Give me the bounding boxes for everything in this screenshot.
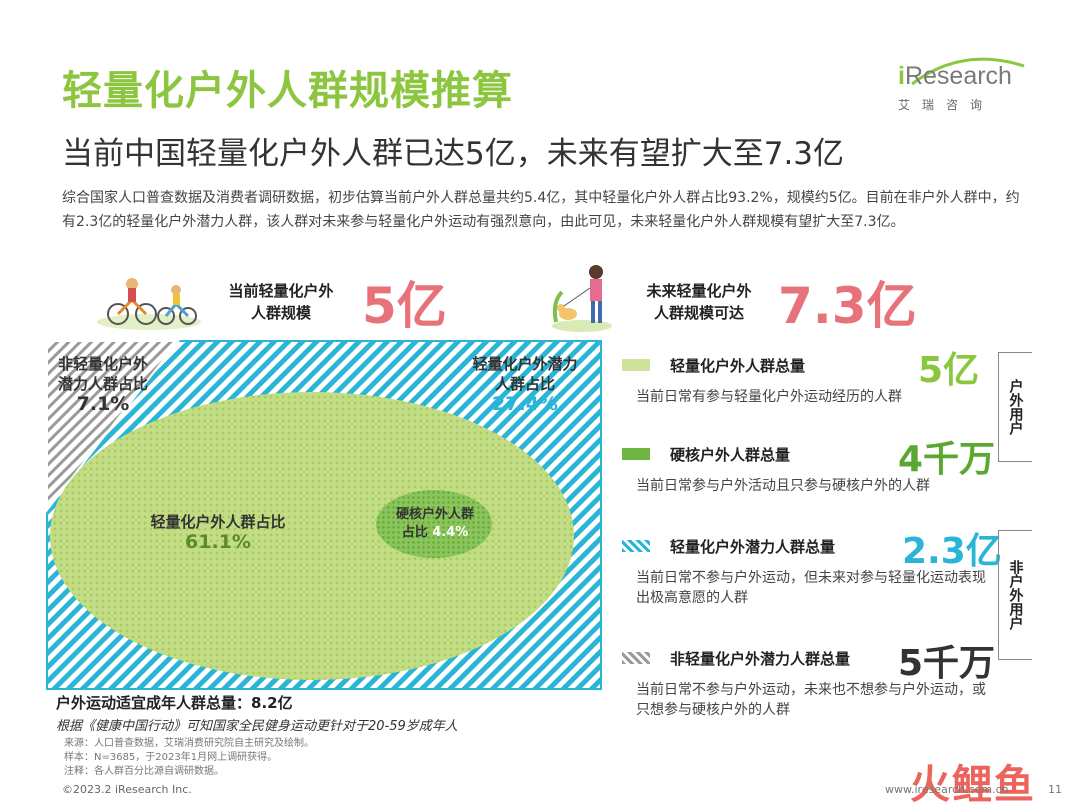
- iresearch-logo: iResearch 艾瑞咨询: [892, 57, 1032, 120]
- chart-svg: [46, 340, 602, 690]
- non-potential-label: 非轻量化户外 潜力人群占比 7.1%: [57, 355, 148, 415]
- logo-swoosh-icon: [911, 57, 1025, 86]
- legend-item-light-outdoor: 轻量化户外人群总量 5亿 当前日常有参与轻量化户外运动经历的人群: [622, 350, 994, 425]
- dog-walker-icon: [552, 265, 612, 332]
- non-outdoor-users-tag: 非户外用户: [998, 530, 1032, 660]
- website-link[interactable]: www.iresearch.com.cn: [885, 783, 1009, 796]
- description-paragraph: 综合国家人口普查数据及消费者调研数据，初步估算当前户外人群总量共约5.4亿，其中…: [62, 190, 1020, 230]
- future-scale-label: 未来轻量化户外 人群规模可达: [646, 282, 752, 322]
- light-outdoor-label: 轻量化户外人群占比 61.1%: [150, 513, 286, 553]
- logo-text: iResearch: [898, 62, 1012, 90]
- total-population-label: 户外运动适宜成年人群总量：8.2亿: [56, 694, 293, 712]
- legend-swatch: [622, 652, 650, 664]
- hardcore-outdoor-label: 硬核户外人群 占比 4.4%: [395, 507, 474, 540]
- cycling-family-icon: [97, 278, 201, 330]
- current-scale-label: 当前轻量化户外 人群规模: [228, 282, 334, 322]
- page-title: 轻量化户外人群规模推算: [62, 68, 513, 114]
- legend-item-potential: 轻量化户外潜力人群总量 2.3亿 当前日常不参与户外运动，但未来对参与轻量化运动…: [622, 531, 1002, 616]
- current-scale-value: 5亿: [362, 277, 447, 335]
- page-number: 11: [1048, 783, 1062, 796]
- chart-note: 根据《健康中国行动》可知国家全民健身运动更针对于20-59岁成年人: [56, 719, 458, 734]
- non-potential-area: [46, 340, 181, 513]
- future-scale-value: 7.3亿: [778, 277, 917, 335]
- legend-item-hardcore: 硬核户外人群总量 4千万 当前日常参与户外活动且只参与硬核户外的人群: [622, 439, 995, 514]
- potential-label: 轻量化户外潜力 人群占比 27.4%: [472, 355, 578, 415]
- legend-item-non-potential: 非轻量化户外潜力人群总量 5千万 当前日常不参与户外运动，未来也不想参与户外运动…: [622, 643, 995, 728]
- outdoor-users-tag: 户外用户: [998, 352, 1032, 462]
- legend-swatch: [622, 359, 650, 371]
- watermark-logo: 火鲤鱼: [910, 762, 1036, 808]
- hardcore-outdoor-area: [376, 490, 492, 558]
- legend-swatch: [622, 540, 650, 552]
- light-outdoor-area: [50, 392, 574, 680]
- copyright: ©2023.2 iResearch Inc.: [62, 783, 192, 796]
- logo-subtext: 艾瑞咨询: [898, 98, 995, 112]
- legend-swatch: [622, 448, 650, 460]
- page-subtitle: 当前中国轻量化户外人群已达5亿，未来有望扩大至7.3亿: [62, 136, 845, 172]
- source-notes: 来源：人口普查数据，艾瑞消费研究院自主研究及绘制。 样本：N=3685，于202…: [64, 738, 314, 777]
- population-share-chart: 非轻量化户外 潜力人群占比 7.1% 轻量化户外潜力 人群占比 27.4% 轻量…: [46, 340, 602, 690]
